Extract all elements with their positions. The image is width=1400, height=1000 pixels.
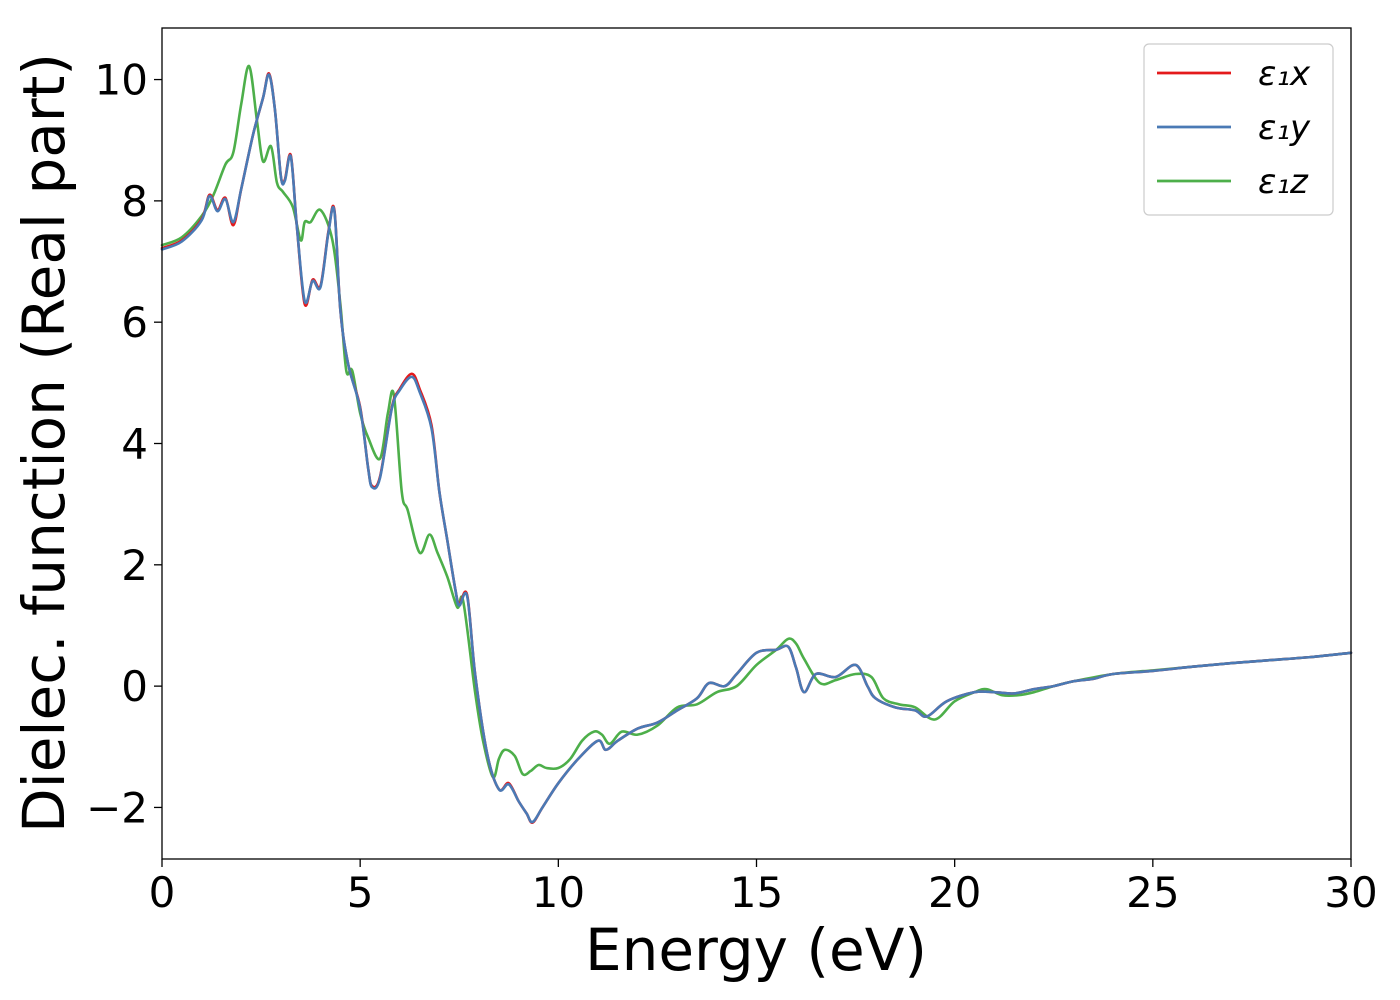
- legend-label: ε₁x: [1258, 54, 1311, 94]
- legend: ε₁x ε₁y ε₁z: [1143, 43, 1334, 216]
- y-tick-label: 4: [121, 420, 148, 469]
- y-axis: −2 0 2 4 6 8 10: [86, 56, 162, 832]
- x-tick-label: 30: [1324, 868, 1377, 917]
- y-tick-label: 0: [121, 662, 148, 711]
- x-tick-label: 5: [347, 868, 374, 917]
- x-axis-label: Energy (eV): [585, 916, 927, 984]
- legend-label: ε₁z: [1258, 162, 1309, 202]
- legend-label: ε₁y: [1258, 108, 1311, 148]
- y-tick-label: 6: [121, 298, 148, 347]
- x-axis: 0 5 10 15 20 25 30: [149, 859, 1378, 917]
- x-tick-label: 25: [1126, 868, 1179, 917]
- x-tick-label: 0: [149, 868, 176, 917]
- series-line-2: [160, 73, 1353, 824]
- x-tick-label: 10: [532, 868, 585, 917]
- y-tick-label: 2: [121, 541, 148, 590]
- series-lines: [160, 64, 1353, 824]
- y-tick-label: −2: [86, 783, 148, 832]
- legend-items: ε₁x ε₁y ε₁z: [1157, 54, 1311, 202]
- x-tick-label: 15: [730, 868, 783, 917]
- legend-frame: [1143, 43, 1334, 216]
- x-tick-label: 20: [928, 868, 981, 917]
- y-axis-label: Dielec. function (Real part): [10, 53, 78, 833]
- y-tick-label: 8: [121, 177, 148, 226]
- series-line-3: [160, 64, 1353, 779]
- y-tick-label: 10: [95, 56, 148, 105]
